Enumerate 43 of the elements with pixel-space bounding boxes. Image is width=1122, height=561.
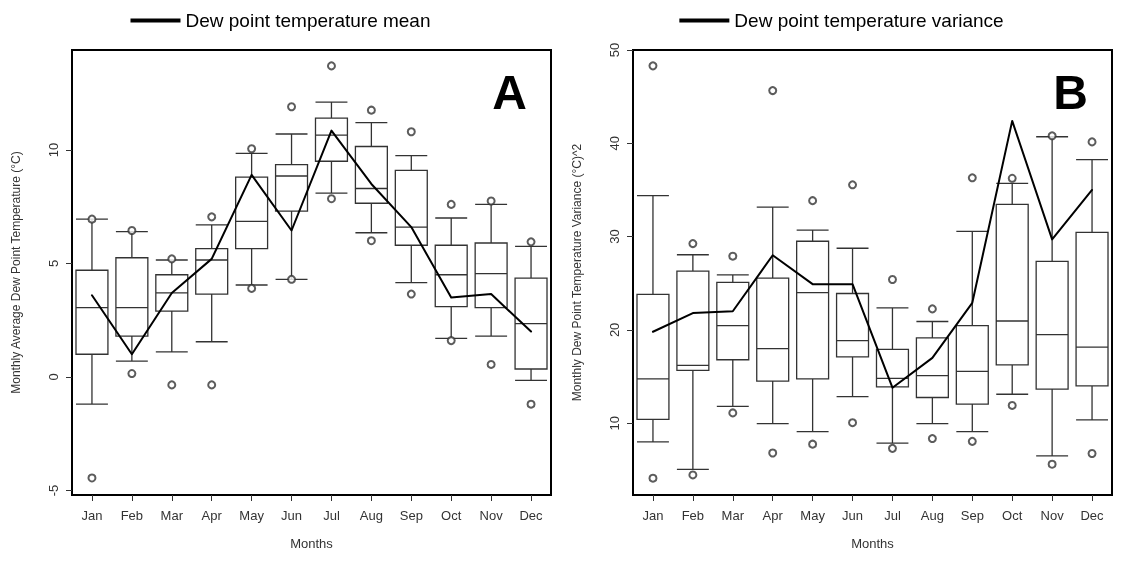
x-tick-label: Jul: [884, 508, 901, 523]
annotation: B: [1053, 65, 1089, 119]
x-tick-label: Nov: [479, 508, 504, 523]
y-axis-title: Monthly Average Dew Point Temperature (°C): [9, 151, 23, 394]
y-tick-label: 10: [607, 415, 622, 431]
x-tick-label: Feb: [120, 508, 144, 523]
x-tick-label: Apr: [201, 508, 223, 523]
line-series: [90, 129, 533, 356]
legend-label: Dew point temperature variance: [734, 10, 1004, 31]
y-tick-label: 10: [46, 142, 61, 158]
x-tick-label: Nov: [1040, 508, 1065, 523]
y-tick-label: 50: [607, 42, 622, 58]
y-tick-label: 30: [607, 229, 622, 244]
x-tick-label: Sep: [399, 508, 423, 523]
x-tick-label: Dec: [1080, 508, 1105, 523]
x-tick-label: Feb: [681, 508, 705, 523]
y-tick-label: 0: [46, 373, 61, 381]
x-tick-label: May: [800, 508, 826, 523]
line-series: [651, 119, 1094, 389]
x-tick-label: Aug: [359, 508, 383, 523]
y-tick-label: 40: [607, 136, 622, 151]
x-tick-label: Jun: [281, 508, 303, 523]
x-tick-label: Oct: [441, 508, 462, 523]
y-tick-label: -5: [46, 484, 61, 497]
x-axis-title: Months: [290, 536, 334, 551]
x-tick-label: Oct: [1002, 508, 1023, 523]
x-tick-label: Jan: [81, 508, 103, 523]
x-tick-label: Mar: [721, 508, 745, 523]
x-tick-label: Apr: [762, 508, 784, 523]
x-tick-label: Sep: [960, 508, 984, 523]
x-tick-label: Dec: [519, 508, 544, 523]
y-tick-label: 5: [46, 259, 61, 268]
x-tick-label: May: [239, 508, 265, 523]
annotation: A: [492, 65, 528, 119]
x-axis-title: Months: [851, 536, 895, 551]
x-tick-label: Mar: [160, 508, 184, 523]
x-tick-label: Jul: [323, 508, 340, 523]
legend-label: Dew point temperature mean: [185, 10, 431, 31]
y-tick-label: 20: [607, 322, 622, 338]
x-tick-label: Jun: [842, 508, 864, 523]
y-axis-title: Monthly Dew Point Temperature Variance (°C)^2: [570, 143, 584, 402]
x-tick-label: Jan: [642, 508, 664, 523]
x-tick-label: Aug: [920, 508, 944, 523]
